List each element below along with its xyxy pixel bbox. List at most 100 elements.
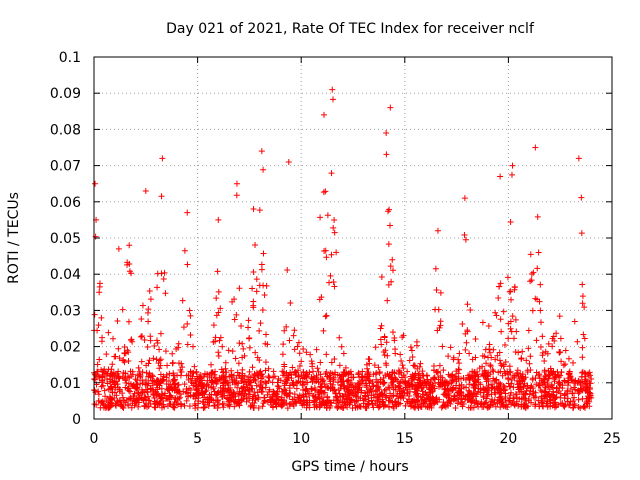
- data-point: [103, 351, 110, 358]
- data-point: [569, 405, 576, 412]
- data-point: [223, 395, 230, 402]
- data-point: [129, 368, 136, 375]
- data-point: [541, 367, 548, 374]
- data-point: [215, 353, 222, 360]
- data-point: [293, 399, 300, 406]
- data-point: [162, 348, 169, 355]
- data-point: [328, 170, 335, 177]
- data-point: [151, 343, 158, 350]
- data-point: [150, 355, 157, 362]
- data-point: [201, 382, 208, 389]
- data-point: [203, 387, 210, 394]
- data-point: [163, 395, 170, 402]
- data-point: [420, 391, 427, 398]
- data-point: [456, 366, 463, 373]
- data-point: [308, 374, 315, 381]
- data-point: [219, 400, 226, 407]
- data-point: [170, 359, 177, 366]
- data-point: [370, 382, 377, 389]
- data-point: [489, 367, 496, 374]
- data-point: [247, 403, 254, 410]
- data-point: [545, 340, 552, 347]
- data-point: [113, 392, 120, 399]
- data-point: [247, 391, 254, 398]
- data-point: [400, 365, 407, 372]
- data-point: [310, 393, 317, 400]
- data-point: [464, 301, 471, 308]
- data-point: [510, 384, 517, 391]
- peak-data-point: [575, 155, 582, 162]
- data-point: [114, 318, 121, 325]
- data-point: [404, 398, 411, 405]
- data-point: [141, 336, 148, 343]
- data-point: [391, 337, 398, 344]
- data-point: [370, 404, 377, 411]
- data-point: [240, 345, 247, 352]
- data-point: [516, 383, 523, 390]
- peak-data-point: [329, 86, 336, 93]
- data-point: [536, 379, 543, 386]
- data-point: [375, 397, 382, 404]
- data-point: [145, 360, 152, 367]
- data-point: [125, 402, 132, 409]
- data-points-layer: [91, 86, 595, 412]
- data-point: [251, 389, 258, 396]
- data-point: [252, 241, 259, 248]
- data-point: [454, 400, 461, 407]
- peak-data-point: [387, 104, 394, 111]
- data-point: [105, 366, 112, 373]
- data-point: [581, 369, 588, 376]
- data-point: [411, 362, 418, 369]
- data-point: [256, 207, 263, 214]
- data-point: [257, 383, 264, 390]
- data-point: [98, 314, 105, 321]
- data-point: [138, 386, 145, 393]
- data-point: [326, 279, 333, 286]
- data-point: [145, 397, 152, 404]
- data-point: [519, 396, 526, 403]
- peak-data-point: [215, 216, 222, 223]
- data-point: [235, 380, 242, 387]
- data-point: [401, 379, 408, 386]
- data-point: [290, 381, 297, 388]
- data-point: [557, 394, 564, 401]
- data-point: [145, 380, 152, 387]
- data-point: [258, 261, 265, 268]
- data-point: [539, 352, 546, 359]
- data-point: [324, 212, 331, 219]
- data-point: [468, 390, 475, 397]
- data-point: [372, 400, 379, 407]
- data-point: [137, 372, 144, 379]
- data-point: [469, 356, 476, 363]
- data-point: [407, 344, 414, 351]
- data-point: [503, 403, 510, 410]
- ticks-layer: [93, 56, 613, 420]
- data-point: [91, 311, 98, 318]
- data-point: [362, 404, 369, 411]
- data-point: [584, 387, 591, 394]
- data-point: [212, 368, 219, 375]
- data-point: [353, 393, 360, 400]
- data-point: [171, 378, 178, 385]
- data-point: [112, 384, 119, 391]
- data-point: [477, 389, 484, 396]
- data-point: [163, 374, 170, 381]
- data-point: [157, 362, 164, 369]
- data-point: [471, 381, 478, 388]
- data-point: [376, 386, 383, 393]
- data-point: [487, 363, 494, 370]
- data-point: [262, 384, 269, 391]
- peak-data-point: [126, 242, 133, 249]
- data-point: [315, 388, 322, 395]
- data-point: [497, 280, 504, 287]
- data-point: [128, 404, 135, 411]
- data-point: [249, 399, 256, 406]
- data-point: [507, 368, 514, 375]
- data-point: [507, 325, 514, 332]
- data-point: [115, 345, 122, 352]
- data-point: [221, 374, 228, 381]
- data-point: [436, 396, 443, 403]
- data-point: [423, 380, 430, 387]
- data-point: [505, 397, 512, 404]
- data-point: [213, 295, 220, 302]
